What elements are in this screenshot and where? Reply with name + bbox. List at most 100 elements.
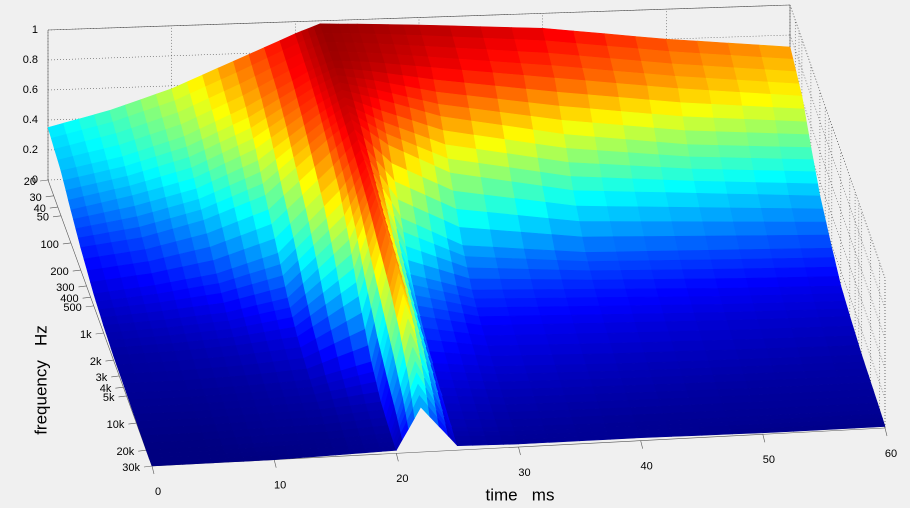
surface-patch: [202, 387, 222, 397]
surface-patch: [514, 39, 550, 54]
surface-cell: [307, 60, 343, 106]
y-tick-label: 400: [60, 293, 78, 305]
surface-patch: [535, 297, 570, 308]
surface-cell: [604, 320, 740, 365]
surface-cell: [371, 263, 406, 403]
surface-patch: [727, 193, 762, 209]
surface-patch: [603, 190, 639, 208]
surface-patch: [502, 289, 537, 299]
surface-patch: [736, 235, 771, 251]
surface-patch: [794, 221, 830, 236]
surface-patch: [571, 415, 606, 425]
surface-patch: [486, 211, 522, 233]
surface-patch: [156, 433, 175, 443]
surface-patch: [785, 309, 820, 319]
tick-mark: [95, 332, 104, 335]
z-tick-label: 1: [32, 24, 38, 36]
surface-patch: [454, 435, 472, 442]
surface-patch: [521, 354, 556, 367]
surface-patch: [309, 424, 328, 434]
surface-patch: [288, 410, 308, 420]
surface-patch: [649, 259, 683, 271]
surface-cell: [164, 312, 237, 352]
surface-patch: [720, 157, 755, 171]
surface-cell: [451, 426, 519, 447]
surface-patch: [730, 207, 765, 223]
surface-patch: [699, 329, 734, 342]
surface-patch: [209, 408, 229, 418]
x-tick-label: 50: [763, 454, 775, 466]
surface-patch: [718, 145, 752, 159]
surface-patch: [461, 411, 481, 420]
surface-patch: [686, 288, 721, 298]
surface-patch: [202, 431, 221, 441]
y-tick-label: 4k: [100, 383, 112, 395]
surface-patch: [286, 402, 306, 413]
surface-cell: [419, 315, 495, 367]
surface-patch: [776, 276, 811, 288]
surface-patch: [487, 396, 507, 406]
surface-patch: [559, 269, 594, 281]
surface-patch: [483, 37, 519, 52]
surface-patch: [821, 325, 857, 338]
surface-cell: [145, 446, 214, 467]
surface-patch: [318, 450, 336, 457]
y-tick-label: 50: [37, 212, 49, 224]
surface-patch: [761, 57, 797, 72]
surface-patch: [632, 178, 667, 193]
surface-patch: [592, 385, 627, 395]
surface-patch: [146, 310, 166, 322]
surface-patch: [156, 343, 176, 353]
surface-patch: [154, 335, 173, 345]
surface-patch: [788, 317, 823, 329]
tick-mark: [128, 422, 137, 425]
surface-patch: [299, 394, 319, 404]
surface-cell: [431, 67, 565, 135]
surface-patch: [755, 310, 789, 320]
surface-patch: [779, 286, 813, 296]
tick-mark: [78, 285, 87, 288]
surface-patch: [735, 348, 771, 360]
surface-patch: [291, 417, 310, 427]
surface-patch: [217, 386, 237, 396]
surface-patch: [687, 144, 722, 158]
surface-patch: [618, 260, 653, 271]
surface-patch: [766, 234, 802, 250]
surface-patch: [450, 371, 469, 382]
surface-patch: [141, 344, 160, 354]
surface-patch: [444, 403, 463, 413]
grid-line: [789, 64, 886, 339]
surface-patch: [582, 236, 617, 253]
surface-cell: [70, 195, 143, 248]
surface-patch: [557, 260, 591, 272]
surface-cell: [418, 24, 556, 79]
x-axis-label: time ms: [486, 485, 555, 504]
surface-patch: [511, 27, 547, 42]
surface-cell: [174, 345, 250, 391]
surface-patch: [227, 414, 247, 424]
surface-cell: [265, 139, 341, 254]
surface-patch: [691, 304, 726, 314]
surface-patch: [824, 335, 860, 347]
surface-patch: [125, 345, 145, 355]
y-tick-label: 20: [24, 176, 36, 188]
surface-patch: [494, 419, 514, 428]
surface-patch: [484, 334, 519, 347]
surface-patch: [674, 235, 710, 252]
surface-patch: [564, 288, 598, 299]
surface-cell: [80, 237, 156, 295]
surface-patch: [684, 278, 719, 289]
surface-patch: [660, 167, 695, 182]
surface-patch: [554, 364, 589, 374]
surface-patch: [493, 246, 527, 260]
surface-patch: [418, 24, 454, 38]
surface-patch: [599, 305, 634, 315]
surface-patch: [623, 384, 657, 394]
surface-cell: [717, 285, 851, 321]
tick-mark: [884, 427, 888, 437]
surface-patch: [746, 132, 781, 148]
surface-patch: [772, 107, 807, 123]
surface-patch: [669, 51, 704, 67]
surface-cell: [405, 304, 453, 428]
